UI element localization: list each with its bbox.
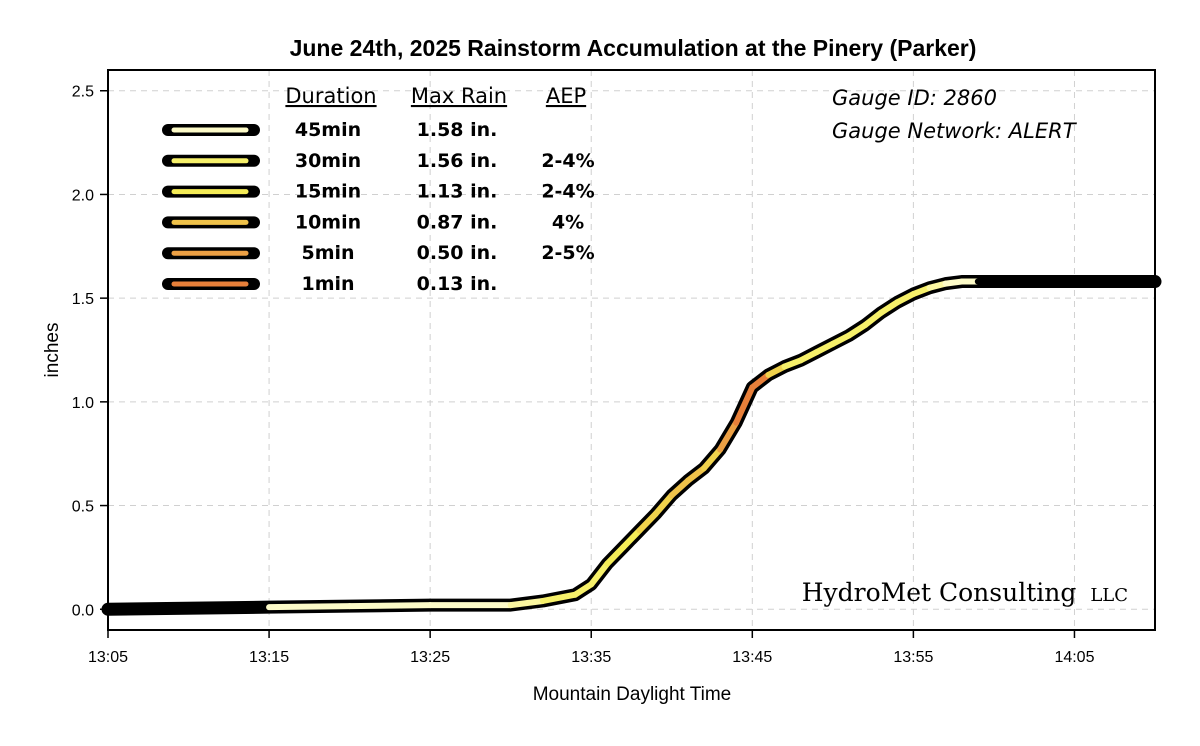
x-tick-label: 13:15 [249,649,289,666]
series-segment [572,581,595,598]
series-segment [507,597,546,609]
legend-row: 15min 1.13 in. 2-4% [162,181,595,203]
y-tick-label: 0.0 [72,602,94,619]
legend-aep: 2-4% [541,150,594,172]
legend-duration: 30min [295,150,361,172]
y-tick-label: 2.5 [72,84,94,101]
legend-header-aep: AEP [546,84,586,108]
legend-row: 10min 0.87 in. 4% [162,211,584,233]
legend-duration: 10min [295,211,361,233]
series-segment [733,384,756,426]
legend-max-rain: 0.13 in. [417,273,498,295]
x-axis-label: Mountain Daylight Time [533,684,732,705]
accumulation-series [101,275,1162,616]
watermark-suffix: LLC [1090,585,1128,606]
series-segment [266,603,353,611]
y-tick-label: 1.0 [72,395,94,412]
series-segment [105,604,273,613]
series-segment [878,299,901,316]
gauge-id-text: Gauge ID: 2860 [832,86,997,110]
x-tick-label: 13:55 [893,649,933,666]
legend-max-rain: 0.87 in. [417,211,498,233]
series-segment [862,309,885,329]
x-tick-label: 13:05 [88,649,128,666]
watermark-logo: HydroMet Consulting LLC [802,578,1128,607]
series-segment [684,465,707,484]
legend-duration: 15min [295,181,361,203]
series-segment [700,446,724,472]
series-segment [765,363,788,378]
watermark-name: HydroMet Consulting [802,578,1077,607]
gauge-network-text: Gauge Network: ALERT [832,119,1078,143]
series-segment [652,492,675,517]
series-segment [620,527,643,551]
gridlines [107,70,1155,630]
legend-max-rain: 0.50 in. [417,242,498,264]
legend-row: 30min 1.56 in. 2-4% [162,150,595,172]
series-segment [588,560,611,588]
legend-duration: 1min [301,273,354,295]
legend-duration: 45min [295,119,361,141]
series-segment [636,510,659,534]
x-tick-label: 13:35 [571,649,611,666]
series-segment [717,419,740,453]
series-segment [749,371,772,391]
plot-frame [107,69,1156,631]
x-tick-label: 13:25 [410,649,450,666]
chart-title: June 24th, 2025 Rainstorm Accumulation a… [290,35,977,61]
legend-aep: 4% [552,211,584,233]
y-axis-label: inches [42,323,63,378]
legend-aep: 2-4% [541,181,594,203]
legend-row: 1min 0.13 in. [162,273,498,295]
legend-table: Duration Max Rain AEP 45min 1.58 in. 30min… [162,84,595,295]
y-tick-label: 1.5 [72,291,94,308]
series-segment [346,602,434,610]
legend-row: 45min 1.58 in. [162,119,498,141]
series-segment [813,340,836,356]
axis-ticks: 13:05 13:15 13:25 13:35 13:45 13:55 14:05 0.0 0.… [72,84,1095,666]
series-segment [894,291,917,306]
x-tick-label: 13:45 [732,649,772,666]
legend-max-rain: 1.13 in. [417,181,498,203]
legend-row: 5min 0.50 in. 2-5% [162,242,595,264]
x-tick-label: 14:05 [1054,649,1094,666]
series-segment [797,349,820,364]
series-segment [604,544,627,567]
legend-max-rain: 1.56 in. [417,150,498,172]
y-tick-label: 2.0 [72,187,94,204]
legend-header-duration: Duration [285,84,376,108]
series-segment [845,322,869,339]
legend-max-rain: 1.58 in. [417,119,498,141]
legend-duration: 5min [301,242,354,264]
series-segment [829,332,852,347]
legend-aep: 2-5% [541,242,594,264]
series-segment [668,477,691,499]
series-segment [539,591,579,604]
y-tick-label: 0.5 [72,499,94,516]
legend-header-max-rain: Max Rain [411,84,507,108]
series-outline [101,275,1162,616]
legend-rows: 45min 1.58 in. 30min 1.56 in. 2-4% 15min 1.13 … [162,119,595,295]
